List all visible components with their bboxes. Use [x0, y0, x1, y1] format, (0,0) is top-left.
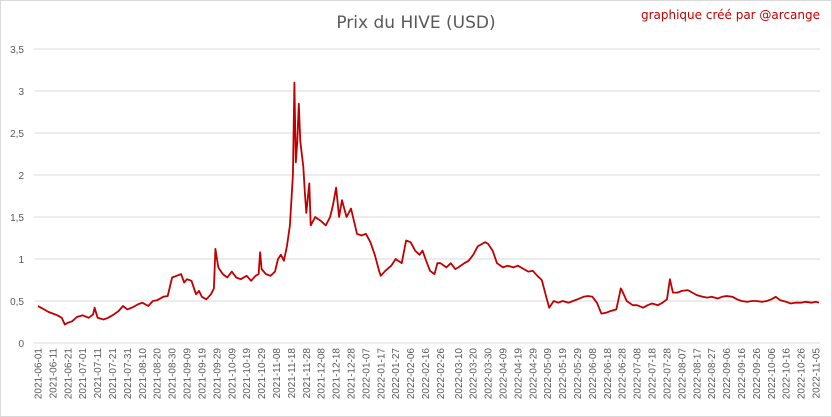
x-tick-label: 2022-01-17 [376, 348, 387, 400]
x-tick-label: 2021-10-29 [257, 348, 268, 400]
chart-credit: graphique créé par @arcange [640, 8, 820, 22]
x-tick-label: 2022-06-18 [603, 348, 614, 400]
x-tick-label: 2022-06-28 [618, 348, 629, 400]
x-tick-label: 2021-12-18 [332, 348, 343, 400]
y-tick-label: 3 [18, 87, 24, 98]
y-tick-label: 1,5 [10, 213, 24, 224]
x-tick-label: 2022-07-18 [648, 348, 659, 400]
x-tick-label: 2022-07-28 [662, 348, 673, 400]
x-tick-label: 2022-08-27 [707, 348, 718, 400]
x-tick-label: 2022-03-10 [454, 348, 465, 400]
x-tick-label: 2022-10-16 [782, 348, 793, 400]
x-tick-label: 2021-08-30 [168, 348, 179, 400]
x-tick-label: 2021-08-20 [153, 348, 164, 400]
x-tick-label: 2021-11-18 [287, 348, 298, 399]
x-tick-label: 2022-02-26 [436, 348, 447, 400]
x-tick-label: 2022-08-07 [677, 348, 688, 400]
x-tick-label: 2021-06-21 [63, 348, 74, 400]
x-tick-label: 2021-10-09 [227, 348, 238, 400]
x-tick-label: 2022-04-29 [528, 348, 539, 400]
y-tick-label: 2,5 [10, 129, 24, 140]
x-tick-label: 2022-05-09 [543, 348, 554, 400]
y-axis-tick-labels: 0 0,5 1 1,5 2 2,5 3 3,5 [10, 45, 24, 350]
x-tick-label: 2021-09-19 [197, 348, 208, 400]
x-tick-label: 2021-07-01 [78, 348, 89, 400]
x-tick-label: 2021-09-09 [183, 348, 194, 400]
x-tick-label: 2021-07-11 [93, 348, 104, 399]
x-tick-label: 2022-01-27 [391, 348, 402, 400]
x-tick-label: 2021-06-01 [34, 348, 45, 400]
series-group [37, 81, 820, 326]
gridlines [34, 48, 820, 344]
x-axis-tick-labels: 2021-06-01 2021-06-11 2021-06-21 2021-07-01… [34, 348, 823, 400]
chart-title: Prix du HIVE (USD) [336, 13, 496, 33]
y-tick-label: 2 [18, 171, 24, 182]
x-tick-label: 2022-04-19 [513, 348, 524, 400]
x-tick-label: 2022-04-09 [499, 348, 510, 400]
x-tick-label: 2022-05-19 [558, 348, 569, 400]
x-tick-label: 2021-11-08 [272, 348, 283, 399]
x-tick-label: 2021-07-31 [123, 348, 134, 400]
x-tick-label: 2022-03-30 [484, 348, 495, 400]
x-tick-label: 2022-09-26 [752, 348, 763, 400]
y-tick-label: 0 [18, 339, 24, 350]
x-tick-label: 2021-07-21 [108, 348, 119, 400]
x-tick-label: 2022-11-05 [812, 348, 823, 399]
x-tick-label: 2022-02-06 [406, 348, 417, 400]
y-tick-label: 1 [18, 255, 24, 266]
x-tick-label: 2022-09-16 [737, 348, 748, 400]
x-tick-label: 2021-10-19 [242, 348, 253, 400]
x-tick-label: 2021-11-28 [302, 348, 313, 399]
x-tick-label: 2021-08-10 [138, 348, 149, 400]
series-line [37, 81, 820, 326]
x-tick-label: 2022-03-20 [469, 348, 480, 400]
x-tick-label: 2021-06-11 [48, 348, 59, 399]
x-tick-label: 2022-05-29 [573, 348, 584, 400]
x-tick-label: 2022-01-07 [361, 348, 372, 400]
x-tick-label: 2022-10-26 [797, 348, 808, 400]
x-tick-label: 2022-07-08 [633, 348, 644, 400]
y-tick-label: 0,5 [10, 297, 24, 308]
x-tick-label: 2021-12-28 [346, 348, 357, 400]
y-tick-label: 3,5 [10, 45, 24, 56]
x-tick-label: 2022-10-06 [767, 348, 778, 400]
x-tick-label: 2022-08-17 [692, 348, 703, 400]
x-tick-label: 2021-09-29 [212, 348, 223, 400]
x-tick-label: 2022-02-16 [421, 348, 432, 400]
x-tick-label: 2022-06-08 [588, 348, 599, 400]
x-tick-label: 2022-09-06 [722, 348, 733, 400]
x-tick-label: 2021-12-08 [317, 348, 328, 400]
